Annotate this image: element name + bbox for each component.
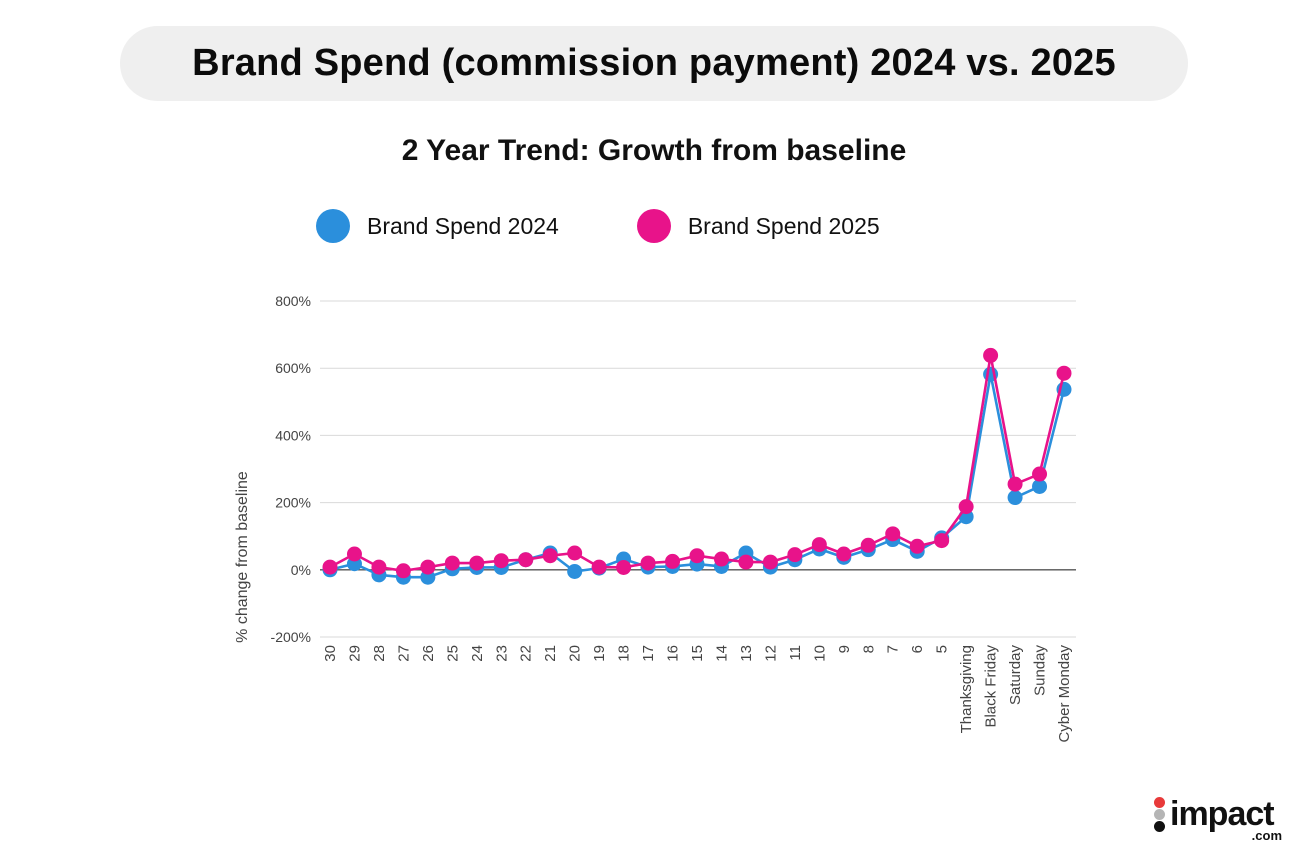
data-point-saturday xyxy=(1007,476,1023,492)
x-tick-label: 24 xyxy=(469,645,486,662)
y-tick-label: 200% xyxy=(275,495,311,511)
data-point-9 xyxy=(836,546,852,562)
data-point-sunday xyxy=(1032,478,1048,494)
x-tick-label: 23 xyxy=(493,645,510,662)
x-tick-label: 11 xyxy=(787,645,804,661)
logo-suffix: .com xyxy=(1251,828,1282,843)
data-point-23 xyxy=(493,553,509,569)
x-tick-label: 21 xyxy=(542,645,559,662)
data-point-17 xyxy=(640,555,656,571)
x-tick-label: 16 xyxy=(665,645,682,662)
x-tick-label: 29 xyxy=(346,645,363,662)
data-point-27 xyxy=(395,563,411,579)
data-point-29 xyxy=(346,546,362,562)
x-tick-label: 20 xyxy=(567,645,584,662)
x-tick-label: 13 xyxy=(738,645,755,662)
logo-dots-icon xyxy=(1154,797,1166,833)
y-tick-label: -200% xyxy=(271,629,311,645)
x-tick-label: 9 xyxy=(836,645,853,653)
x-tick-label: 19 xyxy=(591,645,608,662)
legend-marker-2025 xyxy=(636,209,671,243)
x-tick-label: 25 xyxy=(444,645,461,662)
x-tick-label: 15 xyxy=(689,645,706,662)
x-tick-label: Thanksgiving xyxy=(958,645,975,733)
x-tick-label: 26 xyxy=(420,645,437,662)
data-point-black-friday xyxy=(983,347,999,363)
x-tick-label: 12 xyxy=(762,645,779,662)
data-point-5 xyxy=(934,533,950,549)
x-tick-label: 10 xyxy=(811,645,828,662)
legend-marker-2024 xyxy=(316,209,350,243)
x-tick-label: 14 xyxy=(713,645,730,662)
series-line xyxy=(329,372,1066,579)
page-title: Brand Spend (commission payment) 2024 vs… xyxy=(192,42,1116,84)
data-point-thanksgiving xyxy=(958,499,974,515)
x-tick-label: Black Friday xyxy=(983,645,1000,728)
legend-item-2024: Brand Spend 2024 xyxy=(316,209,559,243)
data-point-13 xyxy=(738,554,754,570)
x-tick-label: 5 xyxy=(934,645,951,653)
x-tick-label: 28 xyxy=(371,645,388,662)
series-layer xyxy=(322,347,1072,585)
data-point-20 xyxy=(567,545,583,561)
data-point-18 xyxy=(616,559,632,575)
x-tick-label: 17 xyxy=(640,645,657,662)
x-axis-ticks: 30 29 28 27 26 25 24 23 22 21 20 19 18 17 16 15 14 13 12 11… xyxy=(322,645,1073,743)
x-tick-label: Cyber Monday xyxy=(1056,645,1073,743)
x-tick-label: Sunday xyxy=(1032,645,1049,696)
x-tick-label: Saturday xyxy=(1007,645,1024,706)
title-banner: Brand Spend (commission payment) 2024 vs… xyxy=(120,26,1188,101)
data-point-28 xyxy=(371,559,387,575)
data-point-19 xyxy=(591,559,607,575)
data-point-30 xyxy=(322,559,338,575)
y-axis-label: % change from baseline xyxy=(234,471,251,643)
data-point-21 xyxy=(542,548,558,564)
x-tick-label: 27 xyxy=(395,645,412,662)
data-point-22 xyxy=(518,552,534,568)
data-point-8 xyxy=(860,537,876,553)
legend-label-2024: Brand Spend 2024 xyxy=(367,212,559,239)
x-tick-label: 18 xyxy=(616,645,633,662)
series-line xyxy=(329,354,1066,573)
data-point-10 xyxy=(811,537,827,553)
logo-dot-black xyxy=(1154,821,1165,832)
y-tick-label: 0% xyxy=(291,562,311,578)
data-point-26 xyxy=(420,559,436,575)
data-point-16 xyxy=(665,553,681,569)
x-tick-label: 22 xyxy=(518,645,535,662)
data-point-6 xyxy=(909,538,925,554)
y-axis-ticks: -200% 0% 200% 400% 600% 800% xyxy=(271,293,311,645)
data-point-11 xyxy=(787,547,803,563)
logo-dot-gray xyxy=(1154,809,1165,820)
data-point-20 xyxy=(567,563,583,579)
data-point-cyber-monday xyxy=(1056,365,1072,381)
logo-wordmark: impact xyxy=(1170,795,1275,833)
data-point-sunday xyxy=(1032,466,1048,482)
legend-label-2025: Brand Spend 2025 xyxy=(687,212,880,239)
y-tick-label: 400% xyxy=(275,427,311,443)
x-tick-label: 7 xyxy=(885,645,902,653)
data-point-14 xyxy=(713,551,729,567)
x-tick-label: 6 xyxy=(909,645,926,653)
series-brand-spend-2025 xyxy=(322,347,1072,579)
gridlines xyxy=(320,300,1076,638)
data-point-saturday xyxy=(1007,490,1023,506)
logo-dot-red xyxy=(1154,797,1165,808)
impact-logo: impact .com xyxy=(1154,797,1284,845)
y-tick-label: 800% xyxy=(275,293,311,309)
chart-legend: Brand Spend 2024 Brand Spend 2025 xyxy=(316,209,958,243)
legend-item-2025: Brand Spend 2025 xyxy=(636,209,880,243)
y-tick-label: 600% xyxy=(275,360,311,376)
data-point-12 xyxy=(762,554,778,570)
chart-title: 2 Year Trend: Growth from baseline xyxy=(401,134,907,167)
data-point-7 xyxy=(885,526,901,542)
data-point-25 xyxy=(444,555,460,571)
x-tick-label: 8 xyxy=(860,645,877,653)
x-tick-label: 30 xyxy=(322,645,339,662)
data-point-24 xyxy=(469,555,485,571)
data-point-15 xyxy=(689,548,705,564)
